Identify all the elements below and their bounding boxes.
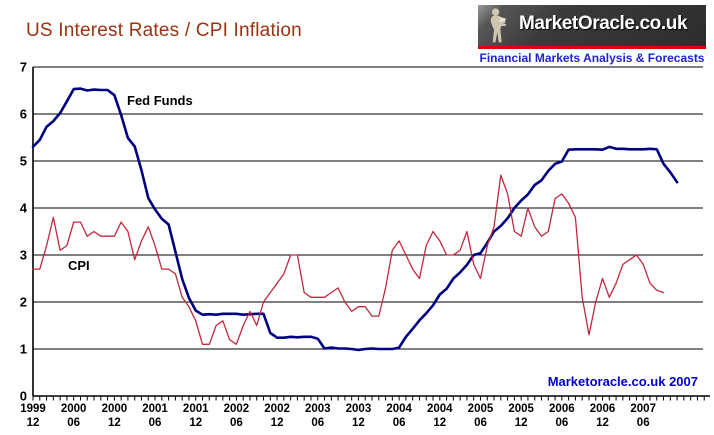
x-tick-marks (32, 396, 705, 401)
x-tick-month: 06 (474, 417, 487, 429)
x-tick-year: 2000 (102, 403, 128, 415)
logo-tagline: Financial Markets Analysis & Forecasts (479, 51, 705, 65)
x-tick-year: 2007 (630, 403, 656, 415)
x-tick-month: 06 (393, 417, 406, 429)
logo-banner: MarketOracle.co.uk (478, 5, 706, 46)
x-tick-month: 12 (596, 417, 609, 429)
x-tick-month: 12 (271, 417, 284, 429)
page-title: US Interest Rates / CPI Inflation (26, 20, 302, 41)
x-tick-month: 06 (637, 417, 650, 429)
x-tick-year: 2006 (549, 403, 575, 415)
x-tick-year: 2006 (590, 403, 616, 415)
y-tick-label: 1 (20, 342, 27, 357)
x-tick-year: 2002 (224, 403, 250, 415)
x-tick-year: 2003 (305, 403, 331, 415)
y-tick-label: 5 (20, 154, 27, 169)
y-tick-label: 2 (20, 295, 27, 310)
logo-brand-text: MarketOracle.co.uk (519, 13, 688, 34)
logo-red-divider (478, 46, 706, 49)
x-tick-month: 06 (149, 417, 162, 429)
x-tick-year: 2004 (427, 403, 453, 415)
series-line-cpi (32, 174, 665, 345)
x-tick-labels: 1999 12 2000 06 2000 12 2001 06 2001 12 2002 06 2002… (20, 403, 656, 429)
x-tick-month: 06 (555, 417, 568, 429)
seated-reader-statue-icon (490, 8, 507, 43)
fed-funds-series-label: Fed Funds (127, 93, 193, 108)
y-tick-label: 4 (20, 201, 28, 216)
x-tick-month: 06 (230, 417, 243, 429)
x-tick-month: 12 (108, 417, 121, 429)
series-line-fed-funds (31, 87, 679, 352)
x-tick-month: 12 (433, 417, 446, 429)
x-tick-year: 2002 (264, 403, 290, 415)
y-tick-label: 6 (20, 107, 27, 122)
x-tick-month: 06 (311, 417, 324, 429)
x-tick-year: 2001 (183, 403, 209, 415)
x-tick-year: 2004 (386, 403, 412, 415)
y-tick-labels: 0 1 2 3 4 5 6 7 (20, 60, 28, 404)
axes (32, 67, 710, 397)
y-tick-label: 7 (20, 60, 27, 75)
x-tick-month: 12 (27, 417, 40, 429)
x-tick-year: 2000 (61, 403, 87, 415)
x-tick-year: 2005 (508, 403, 534, 415)
x-tick-month: 12 (515, 417, 528, 429)
y-tick-label: 3 (20, 248, 27, 263)
x-tick-year: 1999 (20, 403, 46, 415)
x-tick-year: 2001 (142, 403, 168, 415)
x-tick-year: 2003 (346, 403, 372, 415)
x-tick-year: 2005 (468, 403, 494, 415)
y-tick-label: 0 (20, 389, 27, 404)
chart-watermark: Marketoracle.co.uk 2007 (547, 374, 698, 389)
x-tick-month: 12 (189, 417, 202, 429)
marketoracle-logo: MarketOracle.co.uk Financial Markets Ana… (478, 5, 706, 65)
grid-lines (33, 66, 703, 350)
x-tick-month: 12 (352, 417, 365, 429)
cpi-series-label: CPI (68, 258, 90, 273)
x-tick-month: 06 (67, 417, 80, 429)
